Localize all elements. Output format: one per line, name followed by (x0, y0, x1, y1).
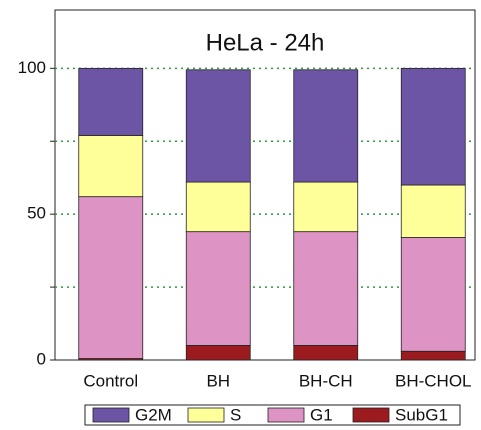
bar-segment (185, 345, 251, 361)
bar-segment (293, 231, 359, 346)
bar-segment (400, 237, 466, 352)
bar-segment (185, 231, 251, 346)
bar-segment (400, 67, 466, 186)
bar-segment (78, 67, 144, 136)
legend-swatch (352, 407, 390, 423)
legend-swatch (92, 407, 130, 423)
x-tick-label: Control (83, 371, 138, 390)
x-tick-label: BH-CHOL (395, 371, 472, 390)
bar-segment (293, 69, 359, 183)
legend-swatch (267, 407, 305, 423)
bar-segment (185, 181, 251, 233)
legend-swatch (187, 407, 225, 423)
legend-label: S (230, 405, 241, 424)
legend-label: G2M (135, 405, 172, 424)
legend-label: SubG1 (395, 405, 448, 424)
chart-title: HeLa - 24h (206, 29, 325, 56)
legend-label: G1 (310, 405, 333, 424)
bar-segment (78, 135, 144, 198)
y-tick-label: 50 (27, 204, 46, 223)
bar-segment (185, 69, 251, 183)
bar-segment (78, 196, 144, 359)
bar-segment (400, 184, 466, 238)
bar-segment (293, 181, 359, 233)
y-tick-label: 100 (18, 58, 46, 77)
x-tick-label: BH (206, 371, 230, 390)
x-tick-label: BH-CH (299, 371, 353, 390)
bar-segment (293, 345, 359, 361)
bar-segment (400, 350, 466, 361)
y-tick-label: 0 (37, 349, 46, 368)
